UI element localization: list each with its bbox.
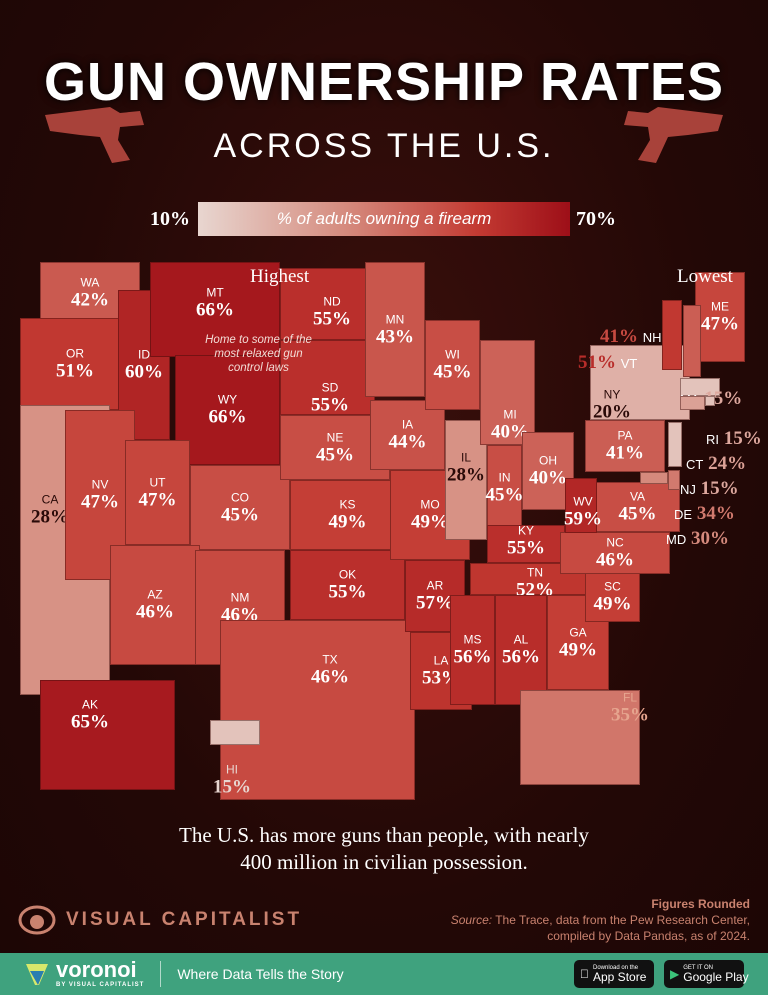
state-il <box>445 420 487 540</box>
source-text: The Trace, data from the Pew Research Ce… <box>495 913 750 943</box>
state-vt <box>662 300 682 370</box>
voronoi-sub: BY VISUAL CAPITALIST <box>56 982 145 988</box>
state-ks <box>290 480 405 550</box>
state-abbr: NH <box>642 330 662 345</box>
appstore-label: App Store <box>584 970 646 984</box>
footer-bar: voronoi BY VISUAL CAPITALIST Where Data T… <box>0 953 768 995</box>
state-label-ct: CT 24% <box>686 453 746 476</box>
state-abbr: NJ <box>680 482 696 497</box>
state-label-vt: 51% VT <box>578 352 637 375</box>
state-tx <box>220 620 415 800</box>
state-ct <box>680 396 705 410</box>
state-ma <box>680 378 720 396</box>
state-ok <box>290 550 405 620</box>
state-nh <box>683 305 701 377</box>
state-label-nj: NJ 15% <box>680 478 739 501</box>
state-value: 30% <box>690 528 729 549</box>
state-abbr: CT <box>686 457 704 472</box>
state-abbr: MD <box>666 532 687 547</box>
voronoi-logo[interactable]: voronoi BY VISUAL CAPITALIST <box>56 959 144 989</box>
annotation-lowest: Lowest <box>677 266 733 287</box>
gplay-label: Google Play <box>683 970 749 984</box>
footer-tagline: Where Data Tells the Story <box>177 966 344 982</box>
divider <box>160 961 162 987</box>
gplay-small: GET IT ON <box>683 965 714 971</box>
state-me <box>695 272 745 362</box>
state-sd <box>280 340 375 415</box>
state-wy <box>175 355 280 465</box>
legend-max: 70% <box>576 208 616 230</box>
state-ia <box>370 400 445 470</box>
play-icon: ▶ <box>670 966 680 981</box>
voronoi-name: voronoi <box>56 957 137 982</box>
state-hi <box>210 720 260 745</box>
revolver-icon-right <box>624 107 723 163</box>
state-abbr: RI <box>706 432 719 447</box>
state-ak <box>40 680 175 790</box>
legend-min: 10% <box>150 208 190 230</box>
state-in <box>487 445 522 530</box>
state-fl <box>520 690 640 785</box>
brand-name: VISUAL CAPITALIST <box>66 909 303 930</box>
state-value: 34% <box>696 503 735 524</box>
apple-icon:  <box>580 968 589 980</box>
state-value: 15% <box>723 428 762 449</box>
legend-bar: % of adults owning a firearm <box>198 202 570 236</box>
state-or <box>20 318 130 410</box>
voronoi-logo-icon <box>26 964 48 985</box>
appstore-small: Download on the <box>584 965 638 971</box>
source-label: Source: <box>450 913 493 927</box>
state-sc <box>585 572 640 622</box>
state-label-md: MD 30% <box>666 528 729 551</box>
state-co <box>190 465 290 550</box>
state-wi <box>425 320 480 410</box>
state-wv <box>565 478 597 533</box>
state-pa <box>585 420 665 472</box>
state-mt <box>150 262 280 357</box>
state-abbr: DE <box>674 507 693 522</box>
state-nj <box>668 422 682 467</box>
state-nc <box>560 532 670 574</box>
state-ri <box>705 396 715 406</box>
state-md <box>640 472 668 484</box>
state-value: 51% <box>578 352 616 373</box>
tagline: The U.S. has more guns than people, with… <box>179 823 589 874</box>
source: Figures Rounded Source: The Trace, data … <box>450 896 750 944</box>
revolver-icon-left <box>45 107 144 163</box>
state-ms <box>450 595 495 705</box>
state-label-de: DE 34% <box>674 503 735 526</box>
state-va <box>595 482 680 532</box>
subtitle: ACROSS THE U.S. <box>213 127 555 165</box>
state-mn <box>365 262 425 397</box>
google-play-button[interactable]: ▶ GET IT ON Google Play <box>664 960 749 988</box>
state-ut <box>125 440 190 545</box>
state-label-ri: RI 15% <box>706 428 762 451</box>
state-value: 24% <box>708 453 747 474</box>
state-abbr: VT <box>620 356 638 371</box>
state-az <box>110 545 200 665</box>
annotation-highest: Highest <box>250 266 310 287</box>
state-mi <box>480 340 535 445</box>
title: GUN OWNERSHIP RATES <box>43 52 725 112</box>
state-de <box>668 470 680 490</box>
state-ky <box>487 525 565 563</box>
state-value: 15% <box>700 478 739 499</box>
annotation-note: Home to some of the most relaxed gun con… <box>205 334 312 374</box>
legend-label: % of adults owning a firearm <box>276 209 492 228</box>
state-label-nh: 41% NH <box>600 326 662 349</box>
state-ny <box>590 345 690 420</box>
visual-capitalist-logo: VISUAL CAPITALIST <box>18 905 302 935</box>
state-value: 41% <box>600 326 638 347</box>
figures-rounded: Figures Rounded <box>651 897 750 911</box>
brain-icon <box>18 905 56 935</box>
state-al <box>495 595 547 705</box>
